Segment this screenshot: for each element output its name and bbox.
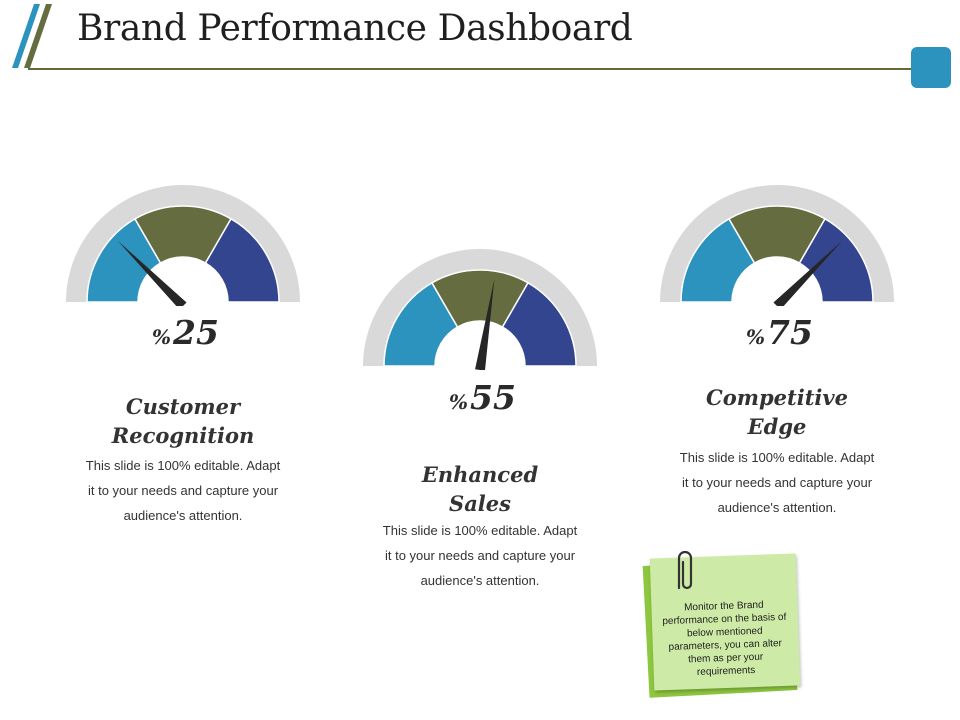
- percent-symbol: %: [152, 325, 172, 349]
- percent-symbol: %: [449, 390, 469, 414]
- sticky-note: Monitor the Brand performance on the bas…: [640, 548, 810, 708]
- gauge-competitive-edge: [660, 185, 894, 306]
- description-line: it to your needs and capture your: [87, 483, 279, 498]
- value-number: 75: [767, 313, 813, 352]
- label-line: Competitive: [706, 385, 848, 410]
- label-line: Recognition: [111, 423, 255, 448]
- description-line: it to your needs and capture your: [384, 548, 576, 563]
- gauge-segment-high: [204, 217, 280, 303]
- gauge-rim: [660, 185, 894, 302]
- gauge-label: Competitive Edge: [677, 383, 877, 441]
- label-line: Sales: [449, 491, 511, 516]
- accent-square: [911, 47, 951, 88]
- gauge-needle: [773, 240, 843, 306]
- gauge-rim: [66, 185, 300, 302]
- gauge-description: This slide is 100% editable. Adapt it to…: [355, 518, 605, 593]
- double-slash-icon: [12, 4, 52, 68]
- description-line: audience's attention.: [123, 508, 243, 523]
- description-line: This slide is 100% editable. Adapt: [679, 450, 875, 465]
- label-line: Customer: [125, 394, 241, 419]
- gauge-needle: [117, 240, 187, 306]
- description-line: it to your needs and capture your: [681, 475, 873, 490]
- percent-symbol: %: [746, 325, 766, 349]
- description-line: audience's attention.: [717, 500, 837, 515]
- value-number: 25: [173, 313, 219, 352]
- gauge-label: Enhanced Sales: [380, 460, 580, 518]
- page-title: Brand Performance Dashboard: [77, 8, 633, 49]
- description-line: This slide is 100% editable. Adapt: [85, 458, 281, 473]
- gauge-value: %55: [449, 378, 516, 417]
- label-line: Enhanced: [421, 462, 539, 487]
- gauge-rim: [363, 249, 597, 366]
- gauge-value: %75: [746, 313, 813, 352]
- sticky-note-text: Monitor the Brand performance on the bas…: [662, 599, 787, 678]
- gauge-enhanced-sales: [363, 249, 597, 370]
- label-line: Edge: [747, 414, 807, 439]
- gauge-customer-recognition: [66, 185, 300, 306]
- gauge-description: This slide is 100% editable. Adapt it to…: [58, 453, 308, 528]
- gauge-segment-high: [501, 281, 577, 367]
- gauge-description: This slide is 100% editable. Adapt it to…: [652, 445, 902, 520]
- paperclip-icon: [677, 550, 693, 590]
- description-line: This slide is 100% editable. Adapt: [382, 523, 578, 538]
- gauge-value: %25: [152, 313, 219, 352]
- gauge-label: Customer Recognition: [83, 392, 283, 450]
- description-line: audience's attention.: [420, 573, 540, 588]
- value-number: 55: [470, 378, 516, 417]
- gauge-needle: [475, 279, 495, 370]
- title-underline: [28, 68, 914, 70]
